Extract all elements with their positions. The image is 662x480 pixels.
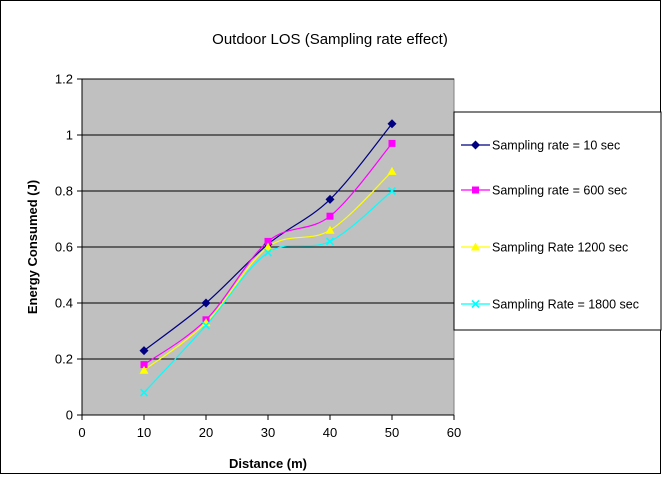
legend-label: Sampling Rate 1200 sec <box>492 241 628 255</box>
data-point-x-stroke <box>201 321 211 330</box>
y-tick-label: 1.2 <box>55 72 73 87</box>
data-point-square <box>264 237 272 245</box>
data-point-diamond <box>325 194 335 204</box>
x-tick-label: 10 <box>137 425 151 440</box>
y-tick-label: 0.8 <box>55 184 73 199</box>
data-point-diamond <box>201 298 211 308</box>
legend-marker-square <box>472 186 479 194</box>
data-point-triangle <box>263 242 273 251</box>
legend-marker-triangle <box>471 242 480 251</box>
y-axis-title: Energy Consumed (J) <box>25 180 40 314</box>
x-tick-label: 30 <box>261 425 275 440</box>
legend-label: Sampling rate = 10 sec <box>492 139 620 153</box>
legend-marker-diamond <box>471 140 480 150</box>
data-point-x <box>325 237 335 246</box>
data-point-triangle <box>325 225 335 234</box>
legend-label: Sampling Rate = 1800 sec <box>492 298 639 312</box>
data-point-square <box>326 212 334 220</box>
y-tick-label: 0 <box>66 408 73 423</box>
y-axis-ticks: 0 0.2 0.4 0.6 0.8 1 1.2 <box>55 72 82 423</box>
data-point-x-stroke <box>263 248 273 257</box>
legend: Sampling rate = 10 sec Sampling rate = 60… <box>461 139 639 312</box>
legend-marker-x-stroke <box>471 299 480 309</box>
data-point-x-stroke <box>387 186 397 196</box>
data-point-x <box>201 321 211 330</box>
legend-label: Sampling rate = 600 sec <box>492 184 627 198</box>
x-tick-label: 20 <box>199 425 213 440</box>
data-point-diamond <box>139 346 149 356</box>
data-point-square <box>140 361 148 369</box>
x-tick-label: 50 <box>385 425 399 440</box>
data-point-triangle <box>139 365 149 374</box>
legend-box <box>453 111 662 331</box>
y-tick-label: 0.6 <box>55 240 73 255</box>
data-point-x-stroke <box>325 237 335 246</box>
y-tick-label: 0.2 <box>55 352 73 367</box>
series-markers <box>139 119 397 397</box>
data-point-x-stroke <box>139 388 149 397</box>
data-point-triangle <box>387 166 397 175</box>
y-tick-label: 0.4 <box>55 296 73 311</box>
data-point-diamond <box>387 119 397 129</box>
y-tick-label: 1 <box>66 128 73 143</box>
x-axis-ticks: 0 10 20 30 40 50 60 <box>78 415 461 440</box>
chart-title: Outdoor LOS (Sampling rate effect) <box>212 31 448 48</box>
x-axis-title: Distance (m) <box>229 456 307 471</box>
data-point-x <box>263 248 273 257</box>
x-tick-label: 0 <box>78 425 85 440</box>
data-point-x <box>139 388 149 397</box>
legend-marker-x <box>471 299 480 309</box>
x-tick-label: 60 <box>447 425 461 440</box>
data-point-x <box>387 186 397 196</box>
data-point-square <box>388 139 396 147</box>
x-tick-label: 40 <box>323 425 337 440</box>
